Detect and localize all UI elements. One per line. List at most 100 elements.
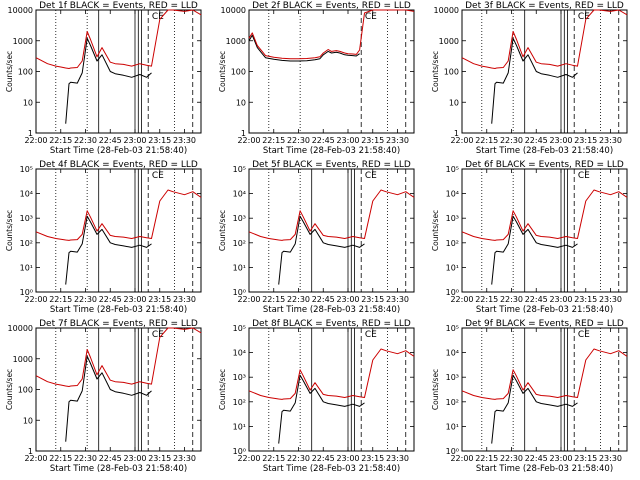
x-tick-label: 23:15 [361,136,384,145]
panel-title: Det 6f BLACK = Events, RED = LLD [465,160,624,170]
series-line-events [278,374,365,444]
x-tick-label: 23:30 [386,295,409,304]
x-tick-label: 22:30 [500,295,523,304]
x-tick-label: 22:30 [500,454,523,463]
panel-title: Det 3f BLACK = Events, RED = LLD [465,1,624,11]
x-tick-label: 23:00 [336,295,359,304]
series-line-events [65,355,152,442]
x-tick-label: 22:30 [287,136,310,145]
x-tick-label: 23:15 [361,454,384,463]
x-tick-label: 22:15 [49,454,72,463]
y-axis-label: Counts/sec [431,51,440,92]
panel-det-9: Det 9f BLACK = Events, RED = LLD 10⁰ 10¹ 10… [431,319,628,474]
y-tick-label: 10000 [8,6,33,15]
series-line-lld [461,189,628,241]
series-line-lld [35,9,202,69]
ce-mark: CE [152,171,164,181]
plot-frame [248,9,415,134]
panel-det-5: Det 5f BLACK = Events, RED = LLD 10⁰ 10¹ 10… [218,160,415,315]
plot-frame [35,9,202,134]
y-axis-label: Counts/sec [431,369,440,410]
x-tick-label: 23:00 [336,136,359,145]
x-axis-label: Start Time (28-Feb-03 21:58:40) [263,464,400,474]
panel-det-2: Det 2f BLACK = Events, RED = LLD 1 10 100 10… [218,1,415,156]
y-tick-label: 10⁵ [233,165,246,174]
y-tick-label: 10000 [434,6,459,15]
x-tick-label: 22:00 [237,136,260,145]
x-axis-label: Start Time (28-Feb-03 21:58:40) [263,305,400,315]
x-tick-label: 22:30 [74,295,97,304]
y-tick-label: 10⁰ [233,288,246,297]
x-axis-label: Start Time (28-Feb-03 21:58:40) [476,146,613,156]
ce-mark: CE [578,171,590,181]
x-tick-label: 22:00 [237,454,260,463]
series-line-events [491,215,578,285]
x-tick-label: 22:45 [312,136,335,145]
series-line-lld [248,189,415,241]
plot-frame [248,327,415,452]
x-tick-label: 23:15 [148,454,171,463]
series-line-lld [461,348,628,400]
series-line-events [65,37,152,124]
x-tick-label: 23:30 [173,136,196,145]
ce-mark: CE [152,12,164,22]
y-tick-label: 10000 [8,324,33,333]
series-line-lld [35,327,202,387]
y-axis-label: Counts/sec [5,210,14,251]
panel-title: Det 8f BLACK = Events, RED = LLD [252,319,411,329]
x-tick-label: 23:00 [123,454,146,463]
x-tick-label: 23:15 [574,295,597,304]
ce-mark: CE [578,330,590,340]
y-tick-label: 100 [444,68,459,77]
panel-det-1: Det 1f BLACK = Events, RED = LLD 1 10 100 10… [5,1,202,156]
y-axis-label: Counts/sec [218,210,227,251]
x-tick-label: 22:00 [24,454,47,463]
y-tick-label: 10² [20,239,33,248]
plot-frame [461,9,628,134]
y-tick-label: 10⁵ [446,324,459,333]
panel-det-3: Det 3f BLACK = Events, RED = LLD 1 10 100 10… [431,1,628,156]
y-tick-label: 10² [233,239,246,248]
ce-mark: CE [365,12,377,22]
x-tick-label: 23:00 [549,454,572,463]
x-tick-label: 23:30 [173,454,196,463]
panel-det-6: Det 6f BLACK = Events, RED = LLD 10⁰ 10¹ 10… [431,160,628,315]
series-line-lld [461,9,628,69]
y-tick-label: 10² [233,398,246,407]
x-axis-label: Start Time (28-Feb-03 21:58:40) [263,146,400,156]
x-tick-label: 23:30 [599,136,622,145]
x-axis-label: Start Time (28-Feb-03 21:58:40) [50,305,187,315]
y-tick-label: 10⁴ [233,349,246,358]
y-tick-label: 10¹ [446,422,459,431]
x-tick-label: 23:00 [123,295,146,304]
series-line-lld [248,348,415,400]
x-tick-label: 22:00 [24,295,47,304]
x-tick-label: 22:45 [99,295,122,304]
x-tick-label: 23:30 [173,295,196,304]
x-tick-label: 23:30 [599,295,622,304]
panel-title: Det 7f BLACK = Events, RED = LLD [39,319,198,329]
y-tick-label: 10⁰ [446,288,459,297]
y-tick-label: 10³ [233,373,246,382]
plot-frame [35,327,202,452]
y-axis-label: Counts/sec [5,51,14,92]
y-tick-label: 10 [23,416,33,425]
x-tick-label: 22:45 [312,454,335,463]
y-axis-label: Counts/sec [218,51,227,92]
panel-det-8: Det 8f BLACK = Events, RED = LLD 10⁰ 10¹ 10… [218,319,415,474]
y-tick-label: 10⁴ [446,190,459,199]
x-tick-label: 22:15 [262,136,285,145]
y-tick-label: 10⁴ [233,190,246,199]
series-line-lld [35,189,202,241]
x-tick-label: 22:30 [74,454,97,463]
y-tick-label: 10² [446,239,459,248]
x-tick-label: 22:15 [262,454,285,463]
y-tick-label: 10¹ [233,422,246,431]
x-tick-label: 22:00 [24,136,47,145]
x-axis-label: Start Time (28-Feb-03 21:58:40) [50,464,187,474]
y-tick-label: 1 [454,129,459,138]
y-tick-label: 10² [446,398,459,407]
x-tick-label: 22:45 [525,454,548,463]
x-tick-label: 22:45 [312,295,335,304]
